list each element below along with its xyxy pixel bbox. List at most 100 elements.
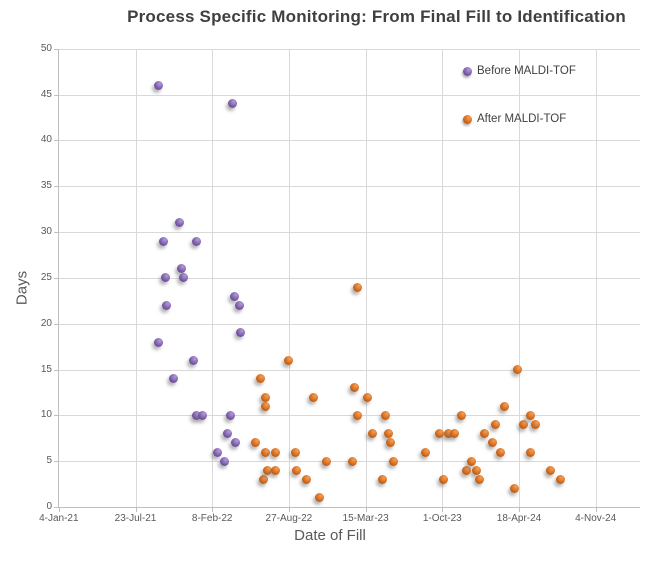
data-point-before[interactable] <box>226 410 236 420</box>
x-axis-tick <box>135 508 137 512</box>
data-point-after[interactable] <box>378 475 388 484</box>
data-point-after[interactable] <box>545 465 555 475</box>
data-point-after[interactable] <box>260 401 270 411</box>
legend-label-before: Before MALDI-TOF <box>477 65 576 77</box>
data-point-after[interactable] <box>530 420 540 430</box>
data-point-after[interactable] <box>435 429 445 439</box>
legend-item-after[interactable]: After MALDI-TOF <box>463 112 576 126</box>
x-axis-tick <box>365 508 367 512</box>
data-point-after[interactable] <box>467 456 477 466</box>
data-point-before[interactable] <box>192 410 202 420</box>
data-point-before[interactable] <box>153 80 163 90</box>
y-tick-label: 5 <box>46 455 52 467</box>
data-point-after[interactable] <box>380 410 390 420</box>
data-point-after[interactable] <box>255 374 265 384</box>
data-point-after[interactable] <box>526 447 536 457</box>
data-point-after[interactable] <box>271 465 281 475</box>
data-point-before[interactable] <box>175 218 185 228</box>
x-tick-label: 15-Mar-23 <box>342 513 389 524</box>
data-point-after[interactable] <box>353 410 363 420</box>
data-point-after[interactable] <box>284 355 294 365</box>
data-point-before[interactable] <box>235 300 245 310</box>
gridline-vertical <box>135 48 137 507</box>
data-point-after[interactable] <box>512 365 522 375</box>
data-point-before[interactable] <box>228 99 238 109</box>
data-point-after[interactable] <box>308 392 318 402</box>
data-point-after[interactable] <box>322 456 332 466</box>
data-point-before[interactable] <box>223 429 233 439</box>
data-point-before[interactable] <box>189 355 199 365</box>
data-point-after[interactable] <box>499 401 509 411</box>
data-point-after[interactable] <box>420 447 430 457</box>
data-point-after[interactable] <box>439 475 449 484</box>
legend-label-after: After MALDI-TOF <box>477 113 567 125</box>
data-point-before[interactable] <box>212 447 222 457</box>
data-point-after[interactable] <box>260 392 270 402</box>
legend: Before MALDI-TOF After MALDI-TOF <box>463 64 576 160</box>
data-point-after[interactable] <box>250 438 260 448</box>
data-point-before[interactable] <box>160 273 170 283</box>
y-tick-label: 40 <box>40 134 52 146</box>
data-point-after[interactable] <box>474 475 484 484</box>
data-point-after[interactable] <box>384 429 394 439</box>
data-point-before[interactable] <box>177 264 187 274</box>
data-point-after[interactable] <box>526 410 536 420</box>
y-axis-line <box>58 48 59 507</box>
data-point-after[interactable] <box>292 465 302 475</box>
y-tick-label: 15 <box>40 363 52 375</box>
data-point-before[interactable] <box>154 337 164 347</box>
data-point-before[interactable] <box>198 410 208 420</box>
gridline-horizontal <box>58 323 640 325</box>
data-point-after[interactable] <box>271 447 281 457</box>
chart-title: Process Specific Monitoring: From Final … <box>127 7 626 26</box>
data-point-after[interactable] <box>471 465 481 475</box>
y-tick-label: 50 <box>40 42 52 54</box>
gridline-vertical <box>519 48 520 507</box>
data-point-before[interactable] <box>229 291 239 301</box>
data-point-after[interactable] <box>349 383 359 393</box>
data-point-after[interactable] <box>363 392 373 402</box>
gridline-horizontal <box>58 369 640 371</box>
data-point-after[interactable] <box>385 438 395 448</box>
data-point-after[interactable] <box>509 484 519 494</box>
data-point-after[interactable] <box>462 465 472 475</box>
data-point-after[interactable] <box>368 429 378 439</box>
data-point-after[interactable] <box>456 410 466 420</box>
data-point-before[interactable] <box>220 456 230 466</box>
data-point-before[interactable] <box>236 328 246 338</box>
data-point-after[interactable] <box>519 420 529 430</box>
x-tick-label: 4-Nov-24 <box>575 513 617 524</box>
data-point-before[interactable] <box>231 438 241 448</box>
data-point-after[interactable] <box>388 456 398 466</box>
y-tick-label: 35 <box>40 180 52 192</box>
x-axis-tick <box>442 508 444 512</box>
data-point-after[interactable] <box>262 465 272 475</box>
data-point-before[interactable] <box>161 300 171 310</box>
data-point-after[interactable] <box>555 475 565 484</box>
data-point-after[interactable] <box>479 429 489 439</box>
data-point-after[interactable] <box>495 447 505 457</box>
data-point-after[interactable] <box>488 438 498 448</box>
data-point-after[interactable] <box>261 447 271 457</box>
data-point-after[interactable] <box>450 429 460 439</box>
data-point-before[interactable] <box>169 374 179 384</box>
y-axis-title: Days <box>13 270 31 306</box>
data-point-after[interactable] <box>443 429 453 439</box>
data-point-after[interactable] <box>491 420 501 430</box>
data-point-after[interactable] <box>290 447 300 457</box>
data-point-before[interactable] <box>191 236 201 246</box>
data-point-before[interactable] <box>178 273 188 283</box>
data-point-before[interactable] <box>158 236 168 246</box>
gridline-horizontal <box>58 277 640 279</box>
y-tick-label: 30 <box>40 226 52 238</box>
y-tick-label: 0 <box>46 501 52 512</box>
y-axis-tick <box>54 186 58 188</box>
legend-item-before[interactable]: Before MALDI-TOF <box>463 64 576 78</box>
data-point-after[interactable] <box>353 282 363 292</box>
data-point-after[interactable] <box>258 475 268 484</box>
data-point-after[interactable] <box>302 475 312 484</box>
data-point-after[interactable] <box>347 456 357 466</box>
data-point-after[interactable] <box>314 493 324 503</box>
gridline-horizontal <box>58 48 640 50</box>
